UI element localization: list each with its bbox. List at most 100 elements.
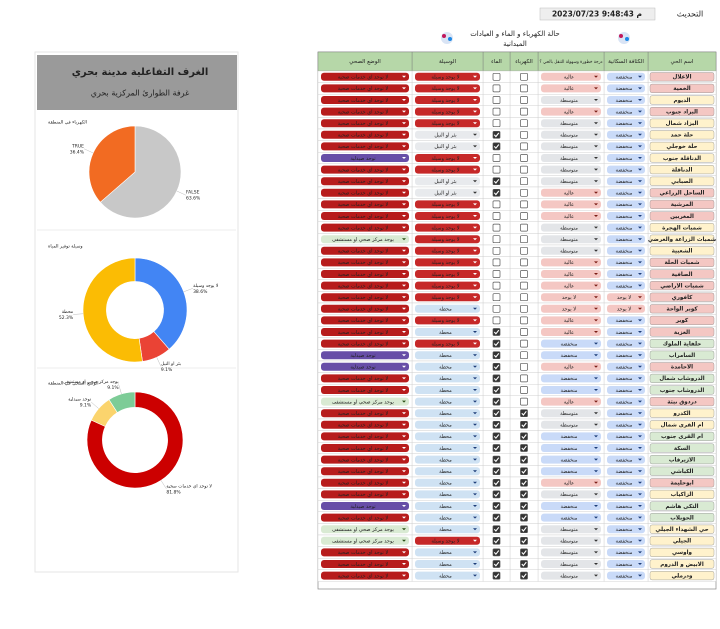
name-chip (649, 107, 715, 117)
dropdown-arrow (638, 389, 642, 391)
dropdown-arrow (402, 574, 406, 577)
checkbox (520, 328, 528, 336)
dropdown-value: منخفضة (561, 341, 578, 347)
dropdown-value: محطة (439, 411, 452, 417)
neighborhood-name: الشعبية (672, 249, 693, 255)
dropdown-arrow (402, 168, 406, 171)
dropdown-arrow (638, 249, 642, 252)
dropdown-arrow (402, 319, 406, 322)
checkbox (520, 188, 528, 197)
dropdown-arrow (594, 412, 598, 415)
column-header: الوضع الصحي (349, 59, 381, 65)
dropdown-chip (607, 362, 645, 371)
dropdown-chip (415, 513, 480, 522)
dropdown-value: لا يوجد وسيلة (431, 341, 459, 347)
dropdown-chip (607, 560, 645, 568)
checkbox (492, 467, 501, 476)
dropdown-chip (541, 328, 601, 336)
checkmark (521, 422, 527, 428)
dropdown-arrow (594, 354, 598, 357)
dropdown-chip (541, 246, 601, 255)
name-chip (649, 211, 715, 221)
dropdown-arrow (594, 110, 598, 113)
dropdown-arrow (594, 180, 598, 183)
dropdown-chip (607, 84, 645, 93)
dropdown-arrow (473, 191, 477, 194)
dropdown-value: لا يوجد وسيلة (431, 156, 459, 162)
checkbox (492, 432, 501, 441)
slice-label: لا يوجد وسيلة (193, 284, 219, 289)
dropdown-chip (321, 316, 409, 325)
checkbox (520, 281, 528, 290)
dropdown-value: محطة (439, 353, 452, 359)
name-chip (649, 373, 715, 383)
checkbox (492, 536, 501, 545)
dropdown-arrow (638, 481, 642, 484)
checkbox (520, 513, 528, 522)
dropdown-chip (321, 351, 409, 360)
dropdown-value: منخفضة (616, 353, 633, 359)
neighborhood-name: كافوري (672, 294, 694, 301)
dropdown-chip (541, 316, 601, 325)
checkbox (492, 444, 501, 452)
dropdown-value: متوسطة (560, 121, 578, 127)
dropdown-arrow (473, 470, 477, 473)
dropdown-chip (415, 548, 480, 557)
dropdown-value: لا توجد اي خدمات صحية (338, 272, 389, 278)
dropdown-chip (321, 548, 409, 557)
dropdown-arrow (473, 145, 477, 148)
dropdown-arrow (402, 516, 406, 519)
dropdown-value: لا توجد اي خدمات صحية (338, 144, 389, 150)
dropdown-chip (541, 165, 601, 174)
dropdown-arrow (594, 122, 598, 125)
dropdown-chip (607, 502, 645, 510)
dropdown-arrow (402, 493, 406, 496)
dropdown-chip (541, 188, 601, 197)
name-chip (649, 408, 715, 418)
dropdown-arrow (594, 307, 598, 310)
dropdown-chip (541, 72, 601, 81)
dropdown-arrow (638, 423, 642, 426)
dropdown-chip (607, 130, 645, 139)
dropdown-chip (607, 444, 645, 452)
column-header: درجة خطورة وسهولة التنقل بالحي ؟ (540, 60, 603, 65)
dropdown-chip (541, 258, 601, 267)
checkmark (493, 550, 500, 556)
dropdown-arrow (402, 296, 406, 299)
dropdown-value: محطة (439, 446, 452, 452)
dropdown-chip (415, 490, 480, 499)
neighborhood-name: الدروشاب شمال (659, 376, 704, 382)
dropdown-arrow (638, 226, 642, 229)
dropdown-arrow (473, 75, 477, 78)
leader-line (156, 357, 162, 367)
dropdown-arrow (473, 574, 477, 577)
dropdown-chip (541, 362, 601, 371)
dropdown-value: محطة (439, 562, 452, 568)
dropdown-chip (321, 84, 409, 93)
checkmark (521, 445, 527, 451)
dropdown-chip (415, 502, 480, 510)
dropdown-chip (607, 513, 645, 522)
neighborhood-name: ام القرى شمال (661, 423, 704, 429)
dropdown-value: عالية (564, 260, 574, 266)
dropdown-value: لا توجد اي خدمات صحية (338, 133, 389, 139)
checkbox (492, 258, 501, 267)
timestamp: 2023/07/23 م 9:48:43 (552, 10, 642, 19)
checkmark (521, 573, 527, 579)
dropdown-chip (541, 96, 601, 104)
dropdown-value: محطة (439, 388, 452, 394)
dropdown-chip (415, 142, 480, 151)
dropdown-value: منخفضة (616, 341, 633, 347)
dropdown-value: منخفضة (616, 86, 633, 92)
dropdown-value: منخفضة (616, 144, 633, 150)
dropdown-arrow (638, 203, 642, 206)
name-chip (649, 83, 715, 93)
neighborhood-name: الابيض و الدروم (660, 562, 704, 568)
dropdown-arrow (638, 377, 642, 380)
dropdown-arrow (473, 157, 477, 159)
dropdown-chip (321, 513, 409, 522)
name-chip (649, 350, 715, 360)
dropdown-chip (321, 270, 409, 278)
dropdown-arrow (402, 389, 406, 391)
dropdown-arrow (638, 539, 642, 542)
